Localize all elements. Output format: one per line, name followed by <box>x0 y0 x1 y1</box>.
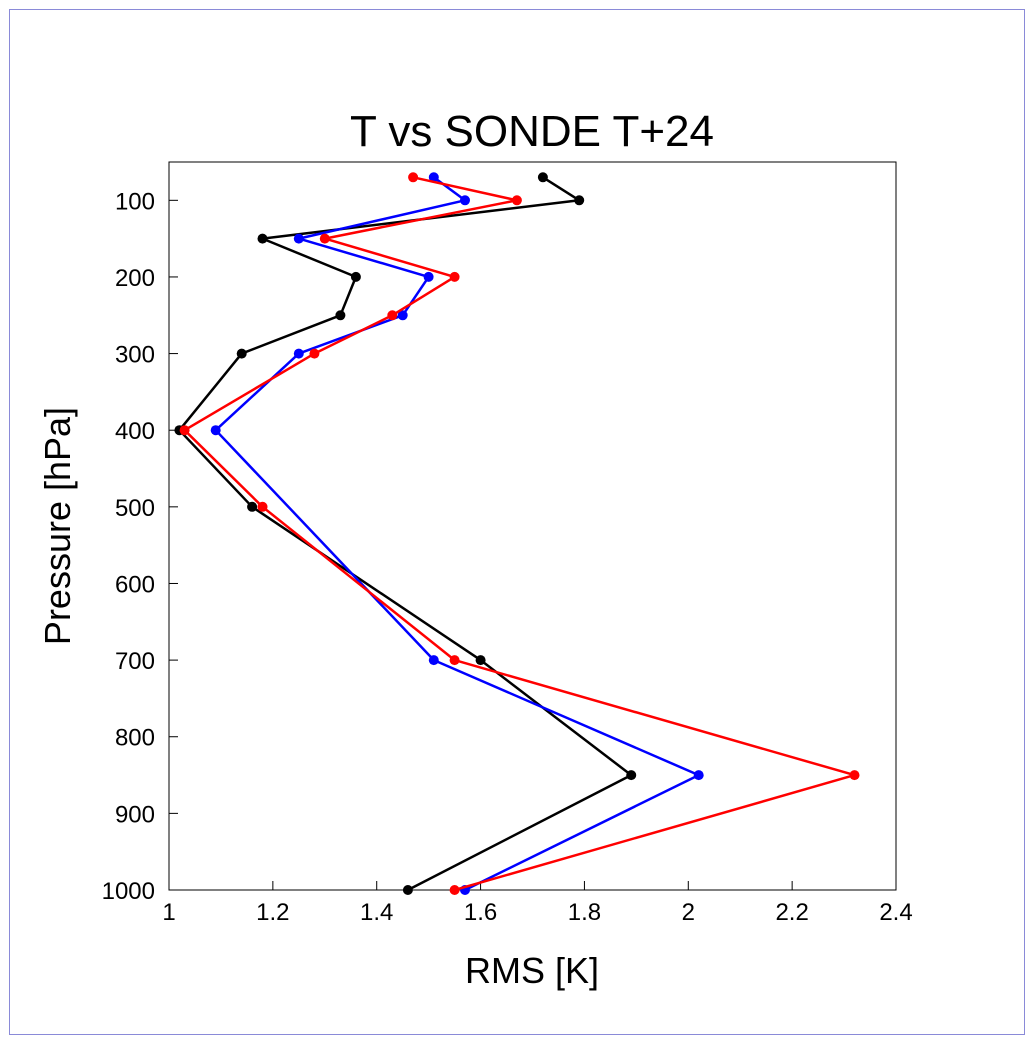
data-point <box>408 172 419 183</box>
y-tick-label: 300 <box>115 342 155 369</box>
data-point <box>387 310 398 321</box>
data-point <box>449 655 460 666</box>
data-point <box>179 425 190 436</box>
data-point <box>257 233 268 244</box>
data-point <box>428 655 439 666</box>
y-axis-label: Pressure [hPa] <box>37 407 78 645</box>
y-tick-label: 200 <box>115 265 155 292</box>
y-tick-label: 400 <box>115 418 155 445</box>
series-line-2 <box>214 176 700 892</box>
x-axis-label: RMS [K] <box>465 950 599 991</box>
series-layer <box>174 172 860 895</box>
y-axis: 100 200 300 400 500 600 700 800 900 1000 <box>102 188 178 905</box>
series-line-3 <box>183 176 856 892</box>
x-tick-label: 2.4 <box>879 899 912 926</box>
x-tick-label: 1.8 <box>568 899 601 926</box>
y-tick-label: 100 <box>115 188 155 215</box>
data-point <box>236 348 247 359</box>
y-tick-label: 800 <box>115 725 155 752</box>
plot-frame <box>168 161 897 891</box>
y-tick-label: 600 <box>115 571 155 598</box>
y-tick-label: 1000 <box>102 878 155 905</box>
y-tick-label: 700 <box>115 648 155 675</box>
data-point <box>423 271 434 282</box>
data-point <box>247 501 258 512</box>
data-point <box>693 770 704 781</box>
chart-title: T vs SONDE T+24 <box>350 107 714 156</box>
x-tick-label: 1.4 <box>360 899 393 926</box>
y-tick-label: 500 <box>115 495 155 522</box>
x-tick-label: 1.6 <box>464 899 497 926</box>
data-point <box>210 425 221 436</box>
data-point <box>574 195 585 206</box>
y-tick-label: 900 <box>115 801 155 828</box>
data-point <box>849 770 860 781</box>
data-point <box>397 310 408 321</box>
data-point <box>537 172 548 183</box>
data-point <box>293 233 304 244</box>
series-line-1 <box>178 176 633 892</box>
data-point <box>350 271 361 282</box>
data-point <box>335 310 346 321</box>
data-point <box>319 233 330 244</box>
data-point <box>460 195 470 206</box>
data-point <box>309 348 320 359</box>
x-tick-label: 1 <box>162 899 175 926</box>
data-point <box>626 770 637 781</box>
data-point <box>475 655 486 666</box>
x-tick-label: 2 <box>682 899 695 926</box>
data-point <box>428 172 439 183</box>
x-axis: 1 1.2 1.4 1.6 1.8 2 2.2 2.4 <box>162 881 913 926</box>
data-point <box>511 195 522 206</box>
data-point <box>257 501 268 512</box>
data-point <box>449 885 460 895</box>
x-tick-label: 1.2 <box>256 899 289 926</box>
data-point <box>402 885 413 895</box>
x-tick-label: 2.2 <box>775 899 808 926</box>
data-point <box>293 348 304 359</box>
data-point <box>449 271 460 282</box>
